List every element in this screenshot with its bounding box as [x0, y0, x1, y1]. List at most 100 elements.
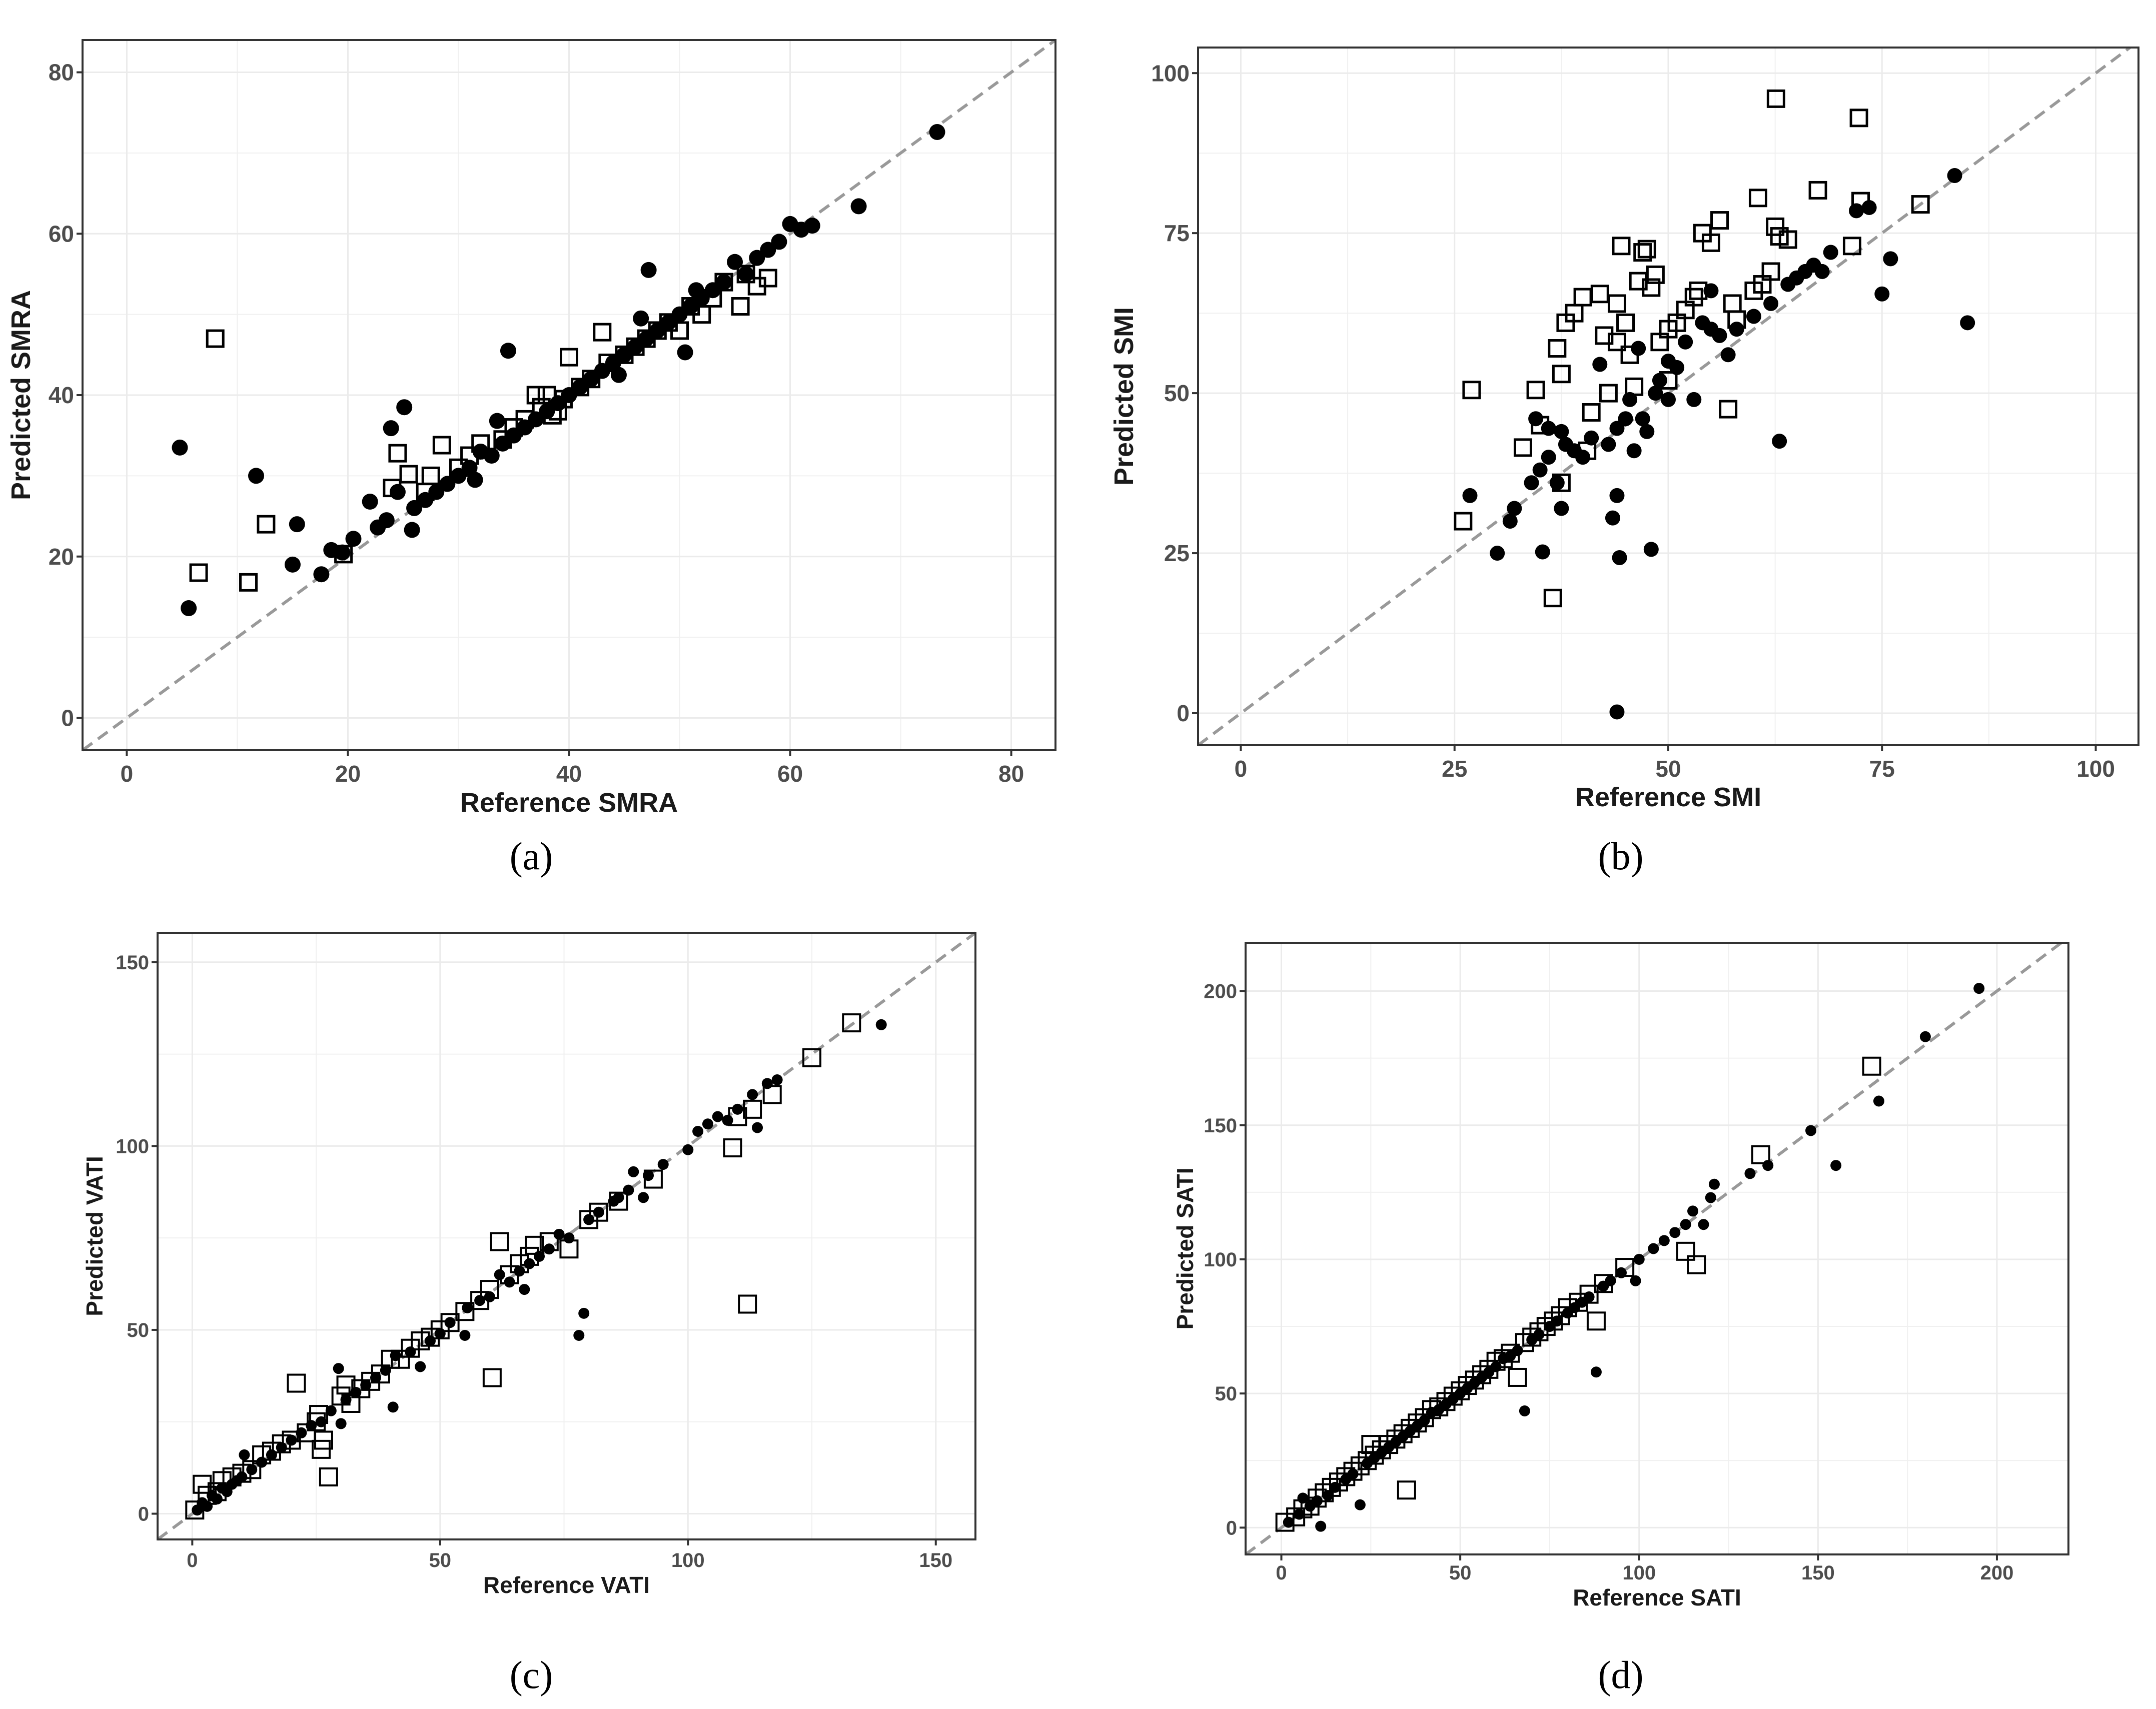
open-square-point — [252, 1445, 272, 1464]
open-square-point — [1552, 365, 1571, 384]
filled-circle-point — [211, 1493, 223, 1505]
filled-circle-point — [1805, 1125, 1817, 1136]
filled-circle-point — [633, 310, 649, 327]
open-square-point — [1911, 195, 1930, 214]
open-square-point — [371, 1364, 390, 1384]
filled-circle-point — [1814, 264, 1830, 279]
open-square-point — [548, 402, 567, 421]
open-square-point — [1778, 230, 1797, 249]
open-square-point — [1472, 1365, 1492, 1384]
open-square-point — [593, 323, 612, 342]
x-tick-labels: 0 50 100 150 — [187, 1539, 952, 1571]
filled-circle-point — [583, 1214, 595, 1225]
filled-circle-point — [578, 1307, 590, 1319]
filled-circle-point — [1729, 322, 1744, 337]
open-square-point — [282, 1430, 301, 1450]
filled-circle-point — [1744, 1168, 1756, 1179]
filled-circle-point — [239, 1449, 250, 1460]
open-square-point — [1607, 333, 1626, 352]
filled-circle-point — [1609, 421, 1625, 436]
filled-circle-point — [1960, 315, 1975, 331]
open-square-point — [731, 297, 750, 316]
open-square-point — [334, 545, 353, 564]
open-square-point — [482, 1368, 502, 1387]
x-tick-label: 40 — [556, 761, 582, 787]
filled-circle-point — [1873, 1095, 1884, 1107]
y-axis-title: Predicted SATI — [1172, 1168, 1198, 1330]
open-square-point — [670, 321, 689, 340]
open-square-point — [470, 1291, 490, 1310]
open-square-point — [198, 1485, 217, 1505]
filled-circle-point — [1687, 1205, 1699, 1217]
open-square-point — [1465, 1370, 1484, 1390]
filled-circle-point — [1609, 704, 1625, 720]
y-tick-label: 150 — [116, 952, 149, 974]
filled-circle-point — [1490, 546, 1505, 561]
open-square-point — [723, 1138, 742, 1158]
filled-circle-point — [1502, 514, 1518, 529]
x-tick-label: 100 — [671, 1549, 705, 1571]
filled-circle-point — [334, 544, 351, 561]
y-tick-label: 100 — [116, 1135, 149, 1157]
open-square-point — [314, 1430, 333, 1450]
filled-circle-point — [1633, 1253, 1645, 1265]
open-square-point — [1308, 1488, 1327, 1508]
filled-circle-point — [383, 420, 399, 437]
open-square-point — [421, 466, 440, 485]
filled-circle-point — [335, 1418, 347, 1429]
filled-circle-point — [613, 1192, 624, 1203]
open-square-point — [1761, 262, 1780, 281]
y-tick-label: 0 — [61, 705, 74, 731]
x-tick-label: 80 — [998, 761, 1024, 787]
open-square-point — [421, 1327, 440, 1347]
filled-circle-point — [1626, 443, 1642, 459]
open-square-point — [1531, 416, 1550, 435]
filled-circle-point — [276, 1442, 287, 1453]
open-square-point — [520, 1246, 539, 1266]
x-tick-label: 60 — [777, 761, 803, 787]
x-tick-label: 20 — [335, 761, 361, 787]
filled-circle-point — [682, 1144, 694, 1155]
filled-circle-point — [1575, 450, 1591, 465]
open-square-point — [643, 1169, 663, 1189]
y-tick-label: 40 — [49, 382, 74, 408]
filled-circle-point — [1947, 168, 1962, 183]
filled-circle-point — [1746, 309, 1761, 324]
filled-circle-point — [1601, 437, 1616, 452]
open-square-point — [1689, 281, 1708, 300]
filled-circle-point — [494, 1269, 505, 1280]
filled-circle-point — [489, 413, 505, 429]
filled-circle-point — [1698, 1219, 1709, 1230]
open-square-point — [207, 1482, 227, 1501]
filled-circle-point — [749, 250, 765, 266]
filled-circle-point — [1635, 411, 1650, 427]
open-square-point — [1408, 1413, 1427, 1433]
open-square-point — [1642, 278, 1661, 297]
filled-circle-point — [712, 1111, 723, 1122]
open-square-point — [1676, 1241, 1695, 1261]
filled-circle-point — [752, 1122, 763, 1133]
filled-circle-point — [286, 1434, 297, 1446]
open-square-point — [185, 1500, 205, 1520]
filled-circle-point — [1830, 1160, 1842, 1171]
plot-frame — [157, 932, 976, 1540]
filled-circle-point — [850, 198, 867, 215]
filled-circle-point — [1630, 1275, 1641, 1286]
chart-panel-c: 0 50 100 150 0 50 100 150 Reference VATI Predi… — [82, 931, 976, 1696]
open-square-point — [1607, 294, 1626, 313]
open-square-point — [351, 1379, 371, 1398]
x-tick-label: 100 — [1622, 1562, 1656, 1584]
filled-circle-point — [1354, 1499, 1366, 1510]
filled-circle-point — [1973, 983, 1985, 994]
open-square-point — [1625, 377, 1644, 396]
open-square-point — [1462, 381, 1481, 400]
filled-circle-point — [172, 439, 188, 456]
filled-circle-point — [415, 1361, 426, 1372]
filled-circle-point — [1680, 1219, 1691, 1230]
open-square-point — [1599, 384, 1618, 403]
filled-circle-point — [1541, 450, 1556, 465]
open-square-point — [309, 1405, 329, 1424]
filled-circle-point — [1883, 251, 1898, 267]
y-tick-label: 25 — [1164, 540, 1190, 566]
open-square-point — [1365, 1445, 1384, 1465]
